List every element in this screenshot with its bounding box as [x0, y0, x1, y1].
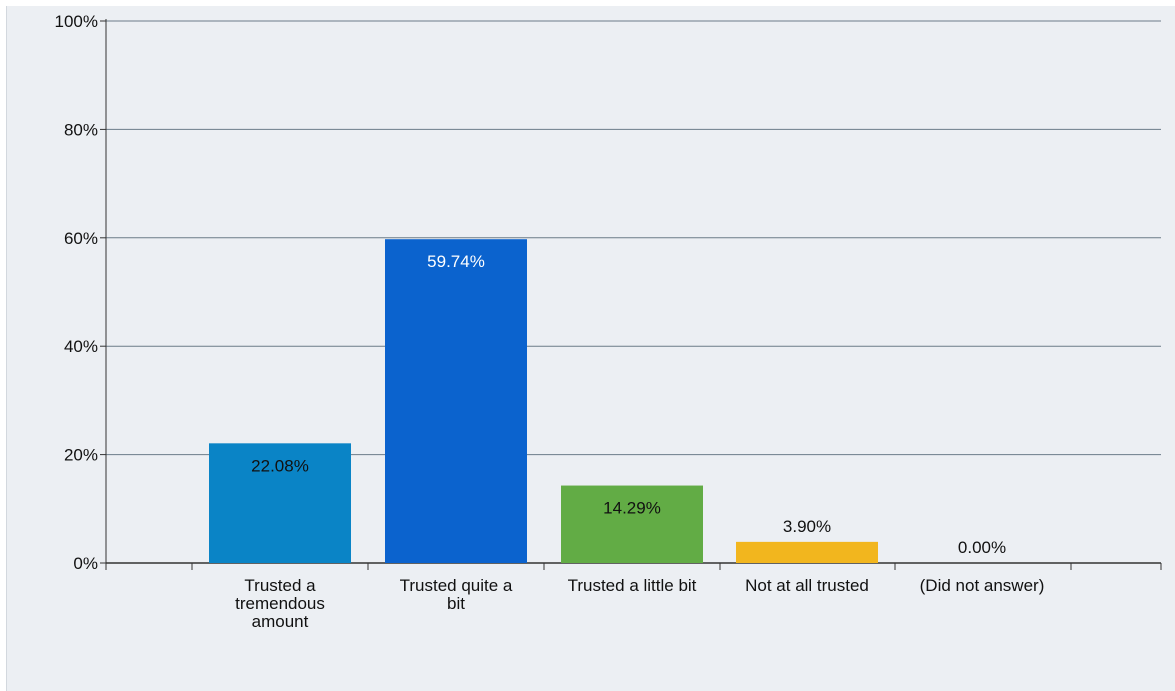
category-label: Trusted quite a bit [400, 576, 513, 613]
bar [385, 239, 527, 563]
bar [209, 443, 351, 563]
data-label: 22.08% [251, 456, 309, 475]
y-tick-label: 80% [64, 120, 98, 139]
data-label: 14.29% [603, 499, 661, 518]
category-label: Trusted a tremendous amount [235, 576, 325, 631]
chart-area: 0% 20% 40% 60% 80% 100% 22.08% Trusted a tremend… [6, 6, 1175, 691]
y-tick-label: 60% [64, 229, 98, 248]
y-tick-label: 0% [73, 554, 98, 573]
y-tick-label: 40% [64, 337, 98, 356]
category-label: Trusted a little bit [568, 576, 697, 595]
bar [736, 541, 878, 563]
data-label: 0.00% [958, 538, 1006, 557]
y-tick-label: 100% [55, 12, 98, 31]
bar-chart: 0% 20% 40% 60% 80% 100% 22.08% Trusted a tremend… [55, 12, 1162, 631]
category-label: (Did not answer) [920, 576, 1045, 595]
data-label: 3.90% [783, 517, 831, 536]
y-tick-label: 20% [64, 446, 98, 465]
bar [561, 485, 703, 563]
data-label: 59.74% [427, 252, 485, 271]
category-label: Not at all trusted [745, 576, 869, 595]
